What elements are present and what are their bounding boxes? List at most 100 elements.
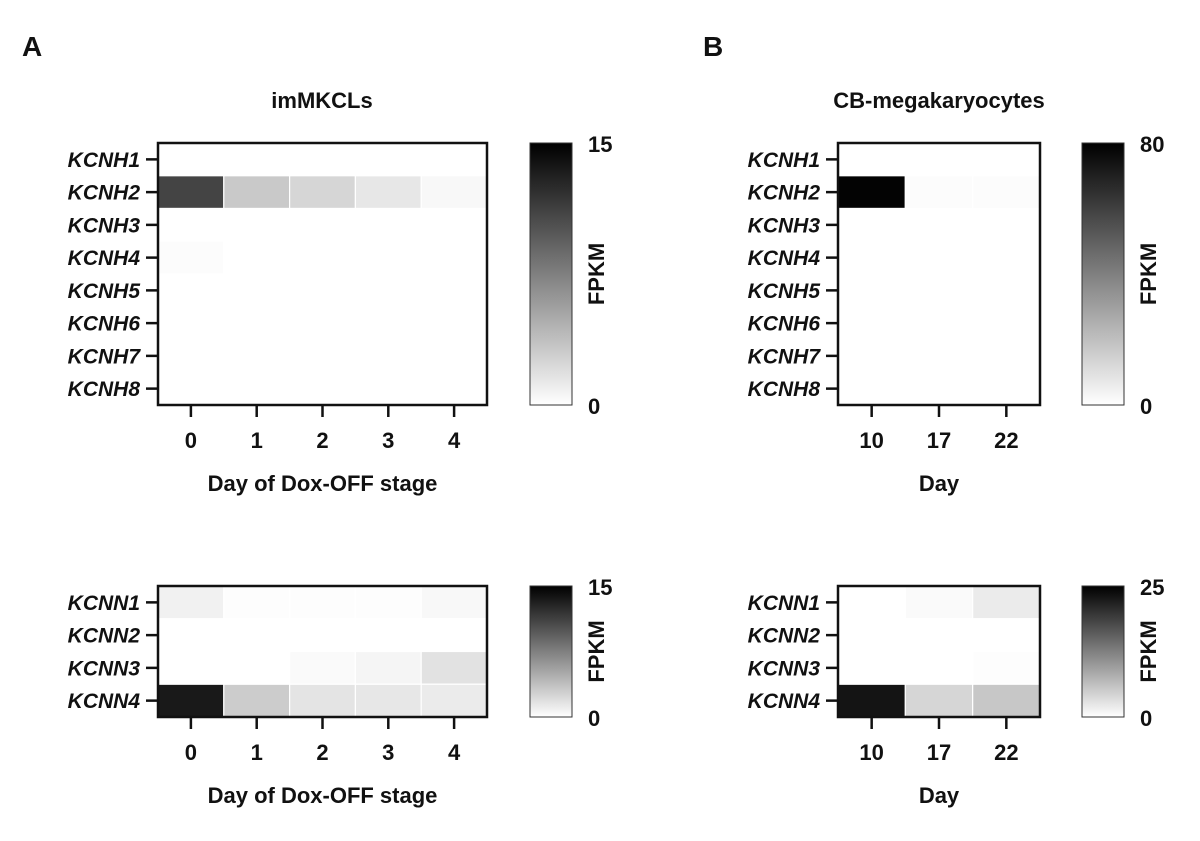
- colorbar-min-label: 0: [588, 706, 600, 731]
- colorbar-max-label: 15: [588, 132, 612, 157]
- heatmap-cell-kcnh5-1: [223, 273, 291, 308]
- heatmap-cell-kcnh8-4: [420, 371, 488, 406]
- column-label-1: 1: [251, 740, 263, 765]
- column-label-4: 4: [448, 428, 461, 453]
- colorbar-max-label: 80: [1140, 132, 1164, 157]
- heatmap-cell-kcnn3-4: [420, 650, 488, 685]
- column-label-0: 0: [185, 740, 197, 765]
- row-label-kcnn3: KCNN3: [748, 657, 821, 680]
- heatmap-cell-kcnh4-10: [837, 240, 906, 275]
- column-label-10: 10: [859, 740, 883, 765]
- heatmap-cell-kcnn2-0: [157, 618, 225, 653]
- row-label-kcnh1: KCNH1: [748, 149, 820, 172]
- heatmap-cell-kcnn4-4: [420, 683, 488, 718]
- row-label-kcnh2: KCNH2: [68, 182, 141, 205]
- heatmap-cell-kcnn2-2: [289, 618, 357, 653]
- heatmap-cell-kcnn4-0: [157, 683, 225, 718]
- heatmap-cell-kcnn2-3: [354, 618, 422, 653]
- heatmap-cell-kcnn2-1: [223, 618, 291, 653]
- heatmap-cell-kcnh3-4: [420, 207, 488, 242]
- heatmap-cell-kcnn4-22: [972, 683, 1041, 718]
- column-label-3: 3: [382, 428, 394, 453]
- heatmap-cell-kcnh4-17: [904, 240, 974, 275]
- heatmap-cell-kcnh5-3: [354, 273, 422, 308]
- heatmap-cell-kcnh7-0: [157, 338, 225, 373]
- colorbar: [529, 142, 573, 406]
- heatmap-cell-kcnh3-1: [223, 207, 291, 242]
- panel-a-letter: A: [22, 31, 42, 62]
- heatmap-panel-a-kcnn: KCNN1 KCNN2 KCNN3 KCNN4 0 1 2 3 4 Day of Dox-OFF …: [68, 575, 613, 808]
- chart-title: imMKCLs: [271, 88, 372, 113]
- column-label-2: 2: [316, 740, 328, 765]
- heatmap-cell-kcnh2-22: [972, 175, 1041, 210]
- row-label-kcnn1: KCNN1: [68, 592, 140, 615]
- row-label-kcnh1: KCNH1: [68, 149, 140, 172]
- heatmap-cell-kcnh6-10: [837, 306, 906, 341]
- heatmap-cell-kcnh5-17: [904, 273, 974, 308]
- heatmap-cell-kcnh2-1: [223, 175, 291, 210]
- row-label-kcnh5: KCNH5: [68, 280, 141, 303]
- heatmap-cell-kcnh2-0: [157, 175, 225, 210]
- heatmap-cell-kcnh2-10: [837, 175, 906, 210]
- heatmap-cell-kcnh1-2: [289, 142, 357, 177]
- row-label-kcnh7: KCNH7: [68, 345, 142, 368]
- row-label-kcnn3: KCNN3: [68, 657, 141, 680]
- heatmap-cell-kcnh5-22: [972, 273, 1041, 308]
- heatmap-cell-kcnn1-3: [354, 585, 422, 620]
- row-label-kcnh6: KCNH6: [68, 313, 141, 336]
- heatmap-cell-kcnh3-17: [904, 207, 974, 242]
- heatmap-cell-kcnn3-10: [837, 650, 906, 685]
- heatmap-cell-kcnh3-3: [354, 207, 422, 242]
- row-label-kcnn4: KCNN4: [68, 690, 141, 713]
- heatmap-cell-kcnn2-22: [972, 618, 1041, 653]
- heatmap-cell-kcnh7-4: [420, 338, 488, 373]
- column-label-0: 0: [185, 428, 197, 453]
- heatmap-cell-kcnn3-3: [354, 650, 422, 685]
- heatmap-cell-kcnh7-22: [972, 338, 1041, 373]
- heatmap-cell-kcnh1-22: [972, 142, 1041, 177]
- heatmap-cell-kcnn4-3: [354, 683, 422, 718]
- colorbar-max-label: 15: [588, 575, 612, 600]
- heatmap-cell-kcnn4-2: [289, 683, 357, 718]
- panel-b-letter: B: [703, 31, 723, 62]
- row-label-kcnh4: KCNH4: [748, 247, 821, 270]
- heatmap-cell-kcnh3-10: [837, 207, 906, 242]
- column-label-22: 22: [994, 428, 1018, 453]
- heatmap-cell-kcnh6-1: [223, 306, 291, 341]
- column-label-17: 17: [927, 740, 951, 765]
- row-label-kcnh4: KCNH4: [68, 247, 141, 270]
- heatmap-cell-kcnh3-2: [289, 207, 357, 242]
- heatmap-cell-kcnh8-0: [157, 371, 225, 406]
- heatmap-cell-kcnn2-4: [420, 618, 488, 653]
- heatmap-cell-kcnh1-10: [837, 142, 906, 177]
- heatmap-cell-kcnh8-22: [972, 371, 1041, 406]
- heatmap-cell-kcnh4-3: [354, 240, 422, 275]
- heatmap-cell-kcnh7-3: [354, 338, 422, 373]
- column-label-3: 3: [382, 740, 394, 765]
- x-axis-title: Day of Dox-OFF stage: [208, 471, 438, 496]
- column-label-2: 2: [316, 428, 328, 453]
- row-label-kcnn2: KCNN2: [748, 625, 821, 648]
- colorbar-min-label: 0: [1140, 394, 1152, 419]
- column-label-17: 17: [927, 428, 951, 453]
- heatmap-cell-kcnn4-10: [837, 683, 906, 718]
- heatmap-cell-kcnh4-0: [157, 240, 225, 275]
- heatmap-cell-kcnh6-4: [420, 306, 488, 341]
- heatmap-cell-kcnn1-0: [157, 585, 225, 620]
- heatmap-cell-kcnh1-3: [354, 142, 422, 177]
- x-axis-title: Day: [919, 471, 960, 496]
- colorbar: [529, 585, 573, 718]
- heatmap-cell-kcnh8-10: [837, 371, 906, 406]
- colorbar-min-label: 0: [1140, 706, 1152, 731]
- heatmap-cell-kcnh4-4: [420, 240, 488, 275]
- heatmap-cell-kcnh6-2: [289, 306, 357, 341]
- heatmap-cell-kcnh6-0: [157, 306, 225, 341]
- row-label-kcnh8: KCNH8: [748, 378, 821, 401]
- colorbar: [1081, 142, 1125, 406]
- heatmap-cell-kcnn3-22: [972, 650, 1041, 685]
- colorbar-label: FPKM: [1136, 243, 1161, 305]
- heatmap-cell-kcnn3-1: [223, 650, 291, 685]
- colorbar-max-label: 25: [1140, 575, 1164, 600]
- heatmap-cell-kcnh8-2: [289, 371, 357, 406]
- colorbar-label: FPKM: [584, 620, 609, 682]
